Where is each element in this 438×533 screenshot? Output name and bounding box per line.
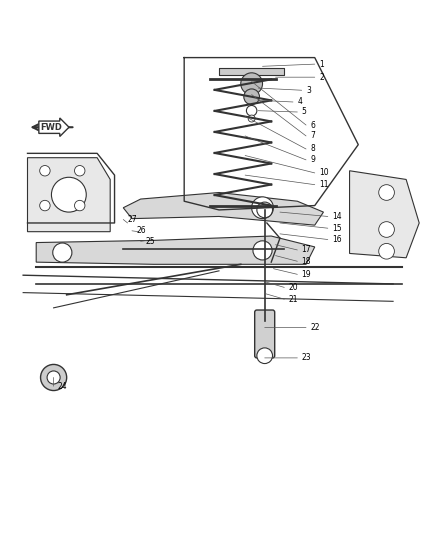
Text: 14: 14: [332, 212, 342, 221]
Text: 22: 22: [311, 323, 320, 332]
Text: FWD: FWD: [40, 123, 62, 132]
Circle shape: [244, 89, 259, 104]
Circle shape: [257, 202, 272, 218]
Text: 19: 19: [302, 270, 311, 279]
Circle shape: [379, 184, 394, 200]
Text: 9: 9: [311, 156, 315, 164]
Polygon shape: [36, 236, 315, 264]
Text: 10: 10: [319, 168, 329, 177]
Text: 26: 26: [136, 227, 146, 235]
Circle shape: [40, 166, 50, 176]
Text: 8: 8: [311, 144, 315, 154]
Circle shape: [248, 115, 255, 122]
Text: 3: 3: [306, 86, 311, 95]
Text: 24: 24: [58, 382, 67, 391]
Circle shape: [241, 73, 262, 94]
Text: 6: 6: [311, 120, 315, 130]
Circle shape: [252, 197, 273, 219]
Text: 20: 20: [289, 283, 298, 292]
Text: 11: 11: [319, 180, 328, 189]
Text: 1: 1: [319, 60, 324, 69]
Circle shape: [40, 200, 50, 211]
Text: 5: 5: [302, 108, 307, 117]
Circle shape: [257, 348, 272, 364]
Circle shape: [74, 200, 85, 211]
Text: 25: 25: [145, 237, 155, 246]
Text: 21: 21: [289, 295, 298, 304]
Text: 7: 7: [311, 132, 315, 140]
Circle shape: [379, 222, 394, 237]
Circle shape: [53, 243, 72, 262]
Text: 4: 4: [297, 98, 302, 107]
Circle shape: [47, 371, 60, 384]
Text: 18: 18: [302, 257, 311, 266]
Circle shape: [41, 365, 67, 391]
Text: 27: 27: [127, 215, 137, 224]
Polygon shape: [123, 192, 323, 225]
Polygon shape: [350, 171, 419, 258]
Text: 23: 23: [302, 353, 311, 362]
Polygon shape: [28, 158, 110, 232]
Text: 2: 2: [319, 72, 324, 82]
Circle shape: [74, 166, 85, 176]
Circle shape: [253, 241, 272, 260]
Text: 17: 17: [302, 246, 311, 254]
Circle shape: [379, 244, 394, 259]
Text: 16: 16: [332, 235, 342, 244]
Circle shape: [247, 106, 257, 116]
Circle shape: [51, 177, 86, 212]
Text: 15: 15: [332, 224, 342, 233]
FancyBboxPatch shape: [254, 310, 275, 358]
